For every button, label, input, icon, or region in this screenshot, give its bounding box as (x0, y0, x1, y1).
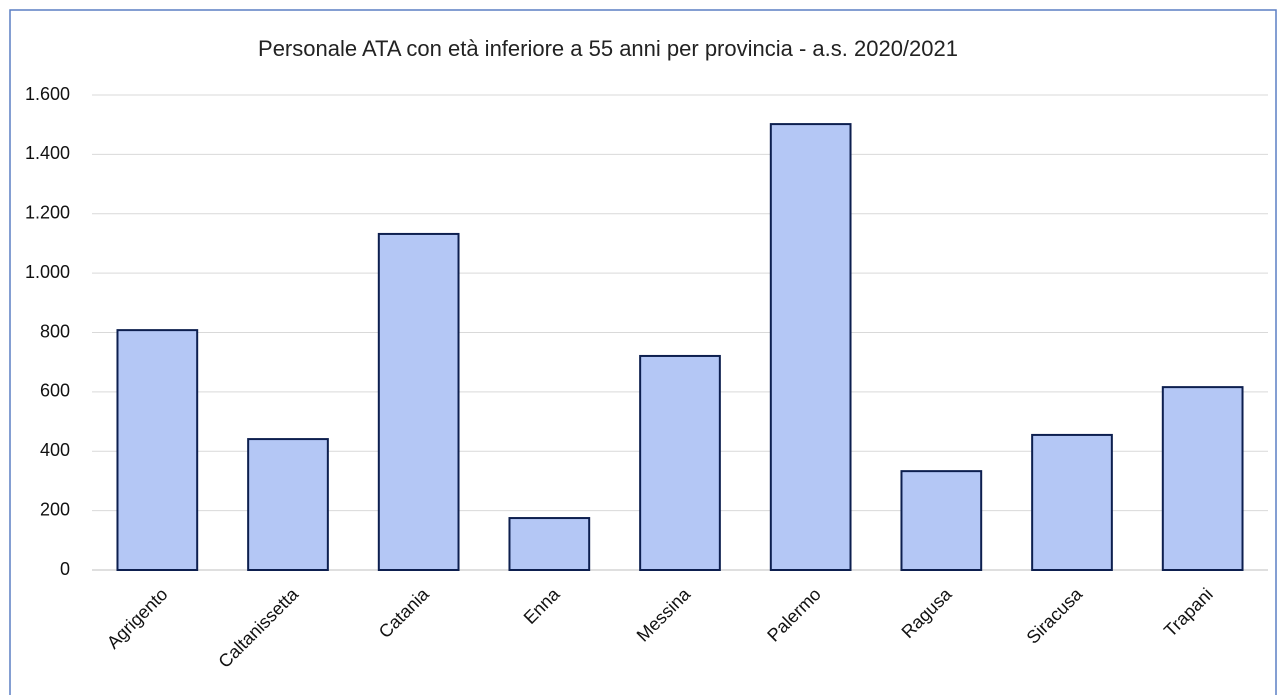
y-tick-label: 1.200 (25, 203, 70, 223)
y-tick-label: 600 (40, 381, 70, 401)
bar (1161, 386, 1244, 571)
chart-title: Personale ATA con età inferiore a 55 ann… (258, 36, 958, 61)
y-tick-label: 800 (40, 321, 70, 341)
bar (377, 232, 460, 571)
bar (639, 354, 721, 571)
y-tick-label: 1.000 (25, 262, 70, 282)
bar (1031, 433, 1113, 571)
y-tick-label: 0 (60, 559, 70, 579)
y-tick-label: 200 (40, 499, 70, 519)
bar (900, 470, 983, 571)
bar (508, 517, 591, 571)
bar (116, 329, 199, 571)
y-tick-label: 1.400 (25, 143, 70, 163)
bar (769, 123, 852, 571)
y-tick-label: 400 (40, 440, 70, 460)
y-tick-label: 1.600 (25, 84, 70, 104)
chart-frame (9, 9, 1277, 700)
bar (247, 438, 329, 571)
